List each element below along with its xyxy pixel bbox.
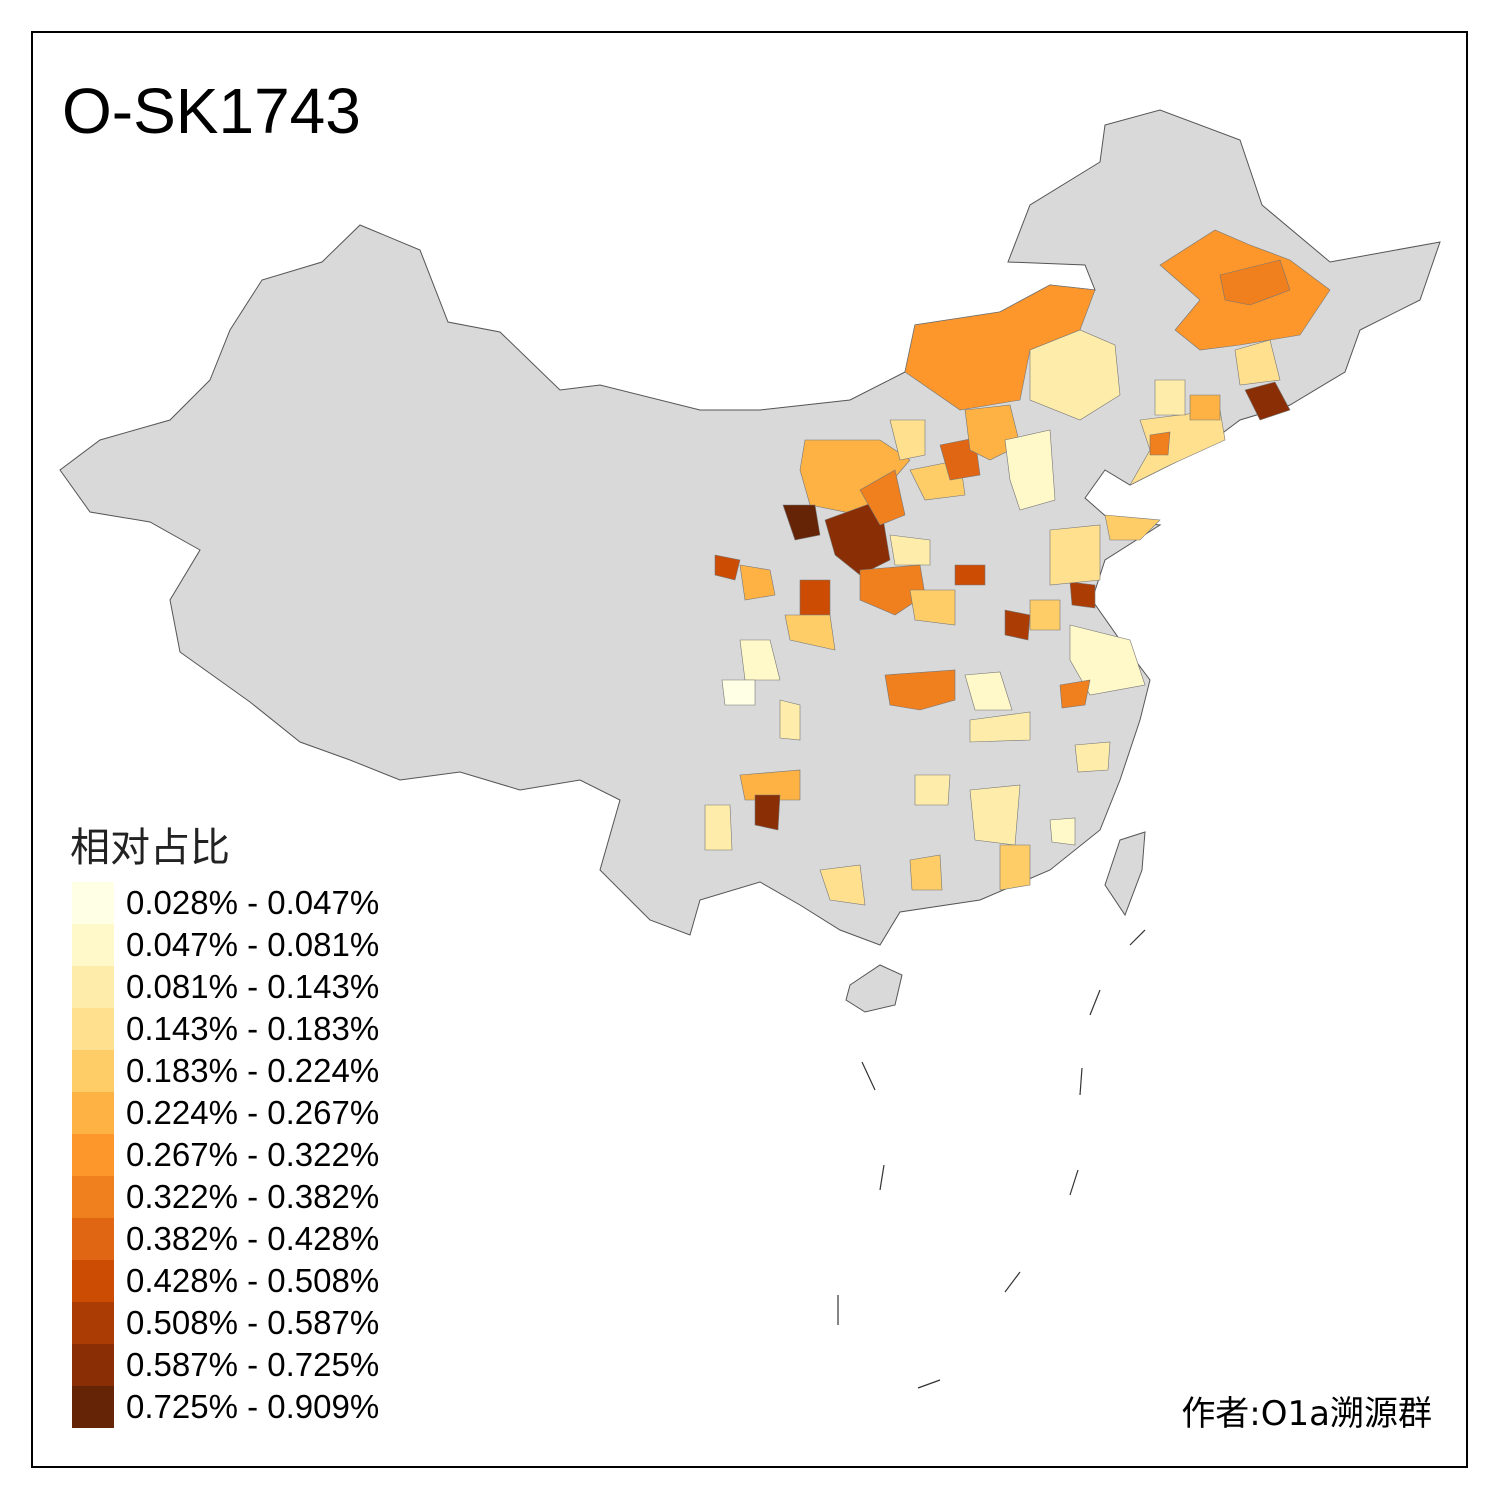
legend-item: 0.183% - 0.224% — [72, 1050, 379, 1092]
legend-item: 0.028% - 0.047% — [72, 882, 379, 924]
legend-swatch — [72, 882, 114, 924]
legend-item: 0.725% - 0.909% — [72, 1386, 379, 1428]
legend-swatch — [72, 924, 114, 966]
legend-item: 0.587% - 0.725% — [72, 1344, 379, 1386]
legend-item: 0.382% - 0.428% — [72, 1218, 379, 1260]
legend-label: 0.028% - 0.047% — [126, 884, 380, 921]
legend-swatch — [72, 1344, 114, 1386]
taiwan-island — [1104, 831, 1146, 917]
legend-swatch — [72, 1092, 114, 1134]
legend-swatch — [72, 1050, 114, 1092]
legend-swatch — [72, 1008, 114, 1050]
legend-label: 0.224% - 0.267% — [126, 1094, 380, 1131]
mainland-china — [59, 109, 1441, 946]
legend-title: 相对占比 — [70, 825, 230, 871]
legend-swatch — [72, 1218, 114, 1260]
legend-item: 0.508% - 0.587% — [72, 1302, 379, 1344]
legend-item: 0.322% - 0.382% — [72, 1176, 379, 1218]
legend-swatch — [72, 966, 114, 1008]
legend-label: 0.322% - 0.382% — [126, 1178, 380, 1215]
map-title: O-SK1743 — [62, 75, 361, 147]
legend-swatch — [72, 1134, 114, 1176]
colored-regions — [704, 229, 1331, 906]
legend-item: 0.224% - 0.267% — [72, 1092, 379, 1134]
legend-item: 0.428% - 0.508% — [72, 1260, 379, 1302]
legend-item: 0.047% - 0.081% — [72, 924, 379, 966]
map-frame — [31, 31, 1468, 1468]
author-credit: 作者:O1a溯源群 — [1181, 1394, 1432, 1434]
legend-swatch — [72, 1176, 114, 1218]
legend-item: 0.081% - 0.143% — [72, 966, 379, 1008]
legend-item: 0.143% - 0.183% — [72, 1008, 379, 1050]
legend-label: 0.143% - 0.183% — [126, 1010, 380, 1047]
hainan-island — [845, 964, 903, 1013]
legend-label: 0.587% - 0.725% — [126, 1346, 380, 1383]
legend-label: 0.267% - 0.322% — [126, 1136, 380, 1173]
legend-label: 0.725% - 0.909% — [126, 1388, 380, 1425]
legend-label: 0.382% - 0.428% — [126, 1220, 380, 1257]
legend-swatch — [72, 1302, 114, 1344]
legend-label: 0.047% - 0.081% — [126, 926, 380, 963]
legend-label: 0.428% - 0.508% — [126, 1262, 380, 1299]
legend-swatch — [72, 1260, 114, 1302]
legend-item: 0.267% - 0.322% — [72, 1134, 379, 1176]
legend-label: 0.183% - 0.224% — [126, 1052, 380, 1089]
legend-swatch — [72, 1386, 114, 1428]
south-china-sea-islands — [837, 929, 1146, 1389]
legend-label: 0.081% - 0.143% — [126, 968, 380, 1005]
legend-label: 0.508% - 0.587% — [126, 1304, 380, 1341]
legend: 0.028% - 0.047% 0.047% - 0.081% 0.081% - 0… — [72, 882, 379, 1428]
